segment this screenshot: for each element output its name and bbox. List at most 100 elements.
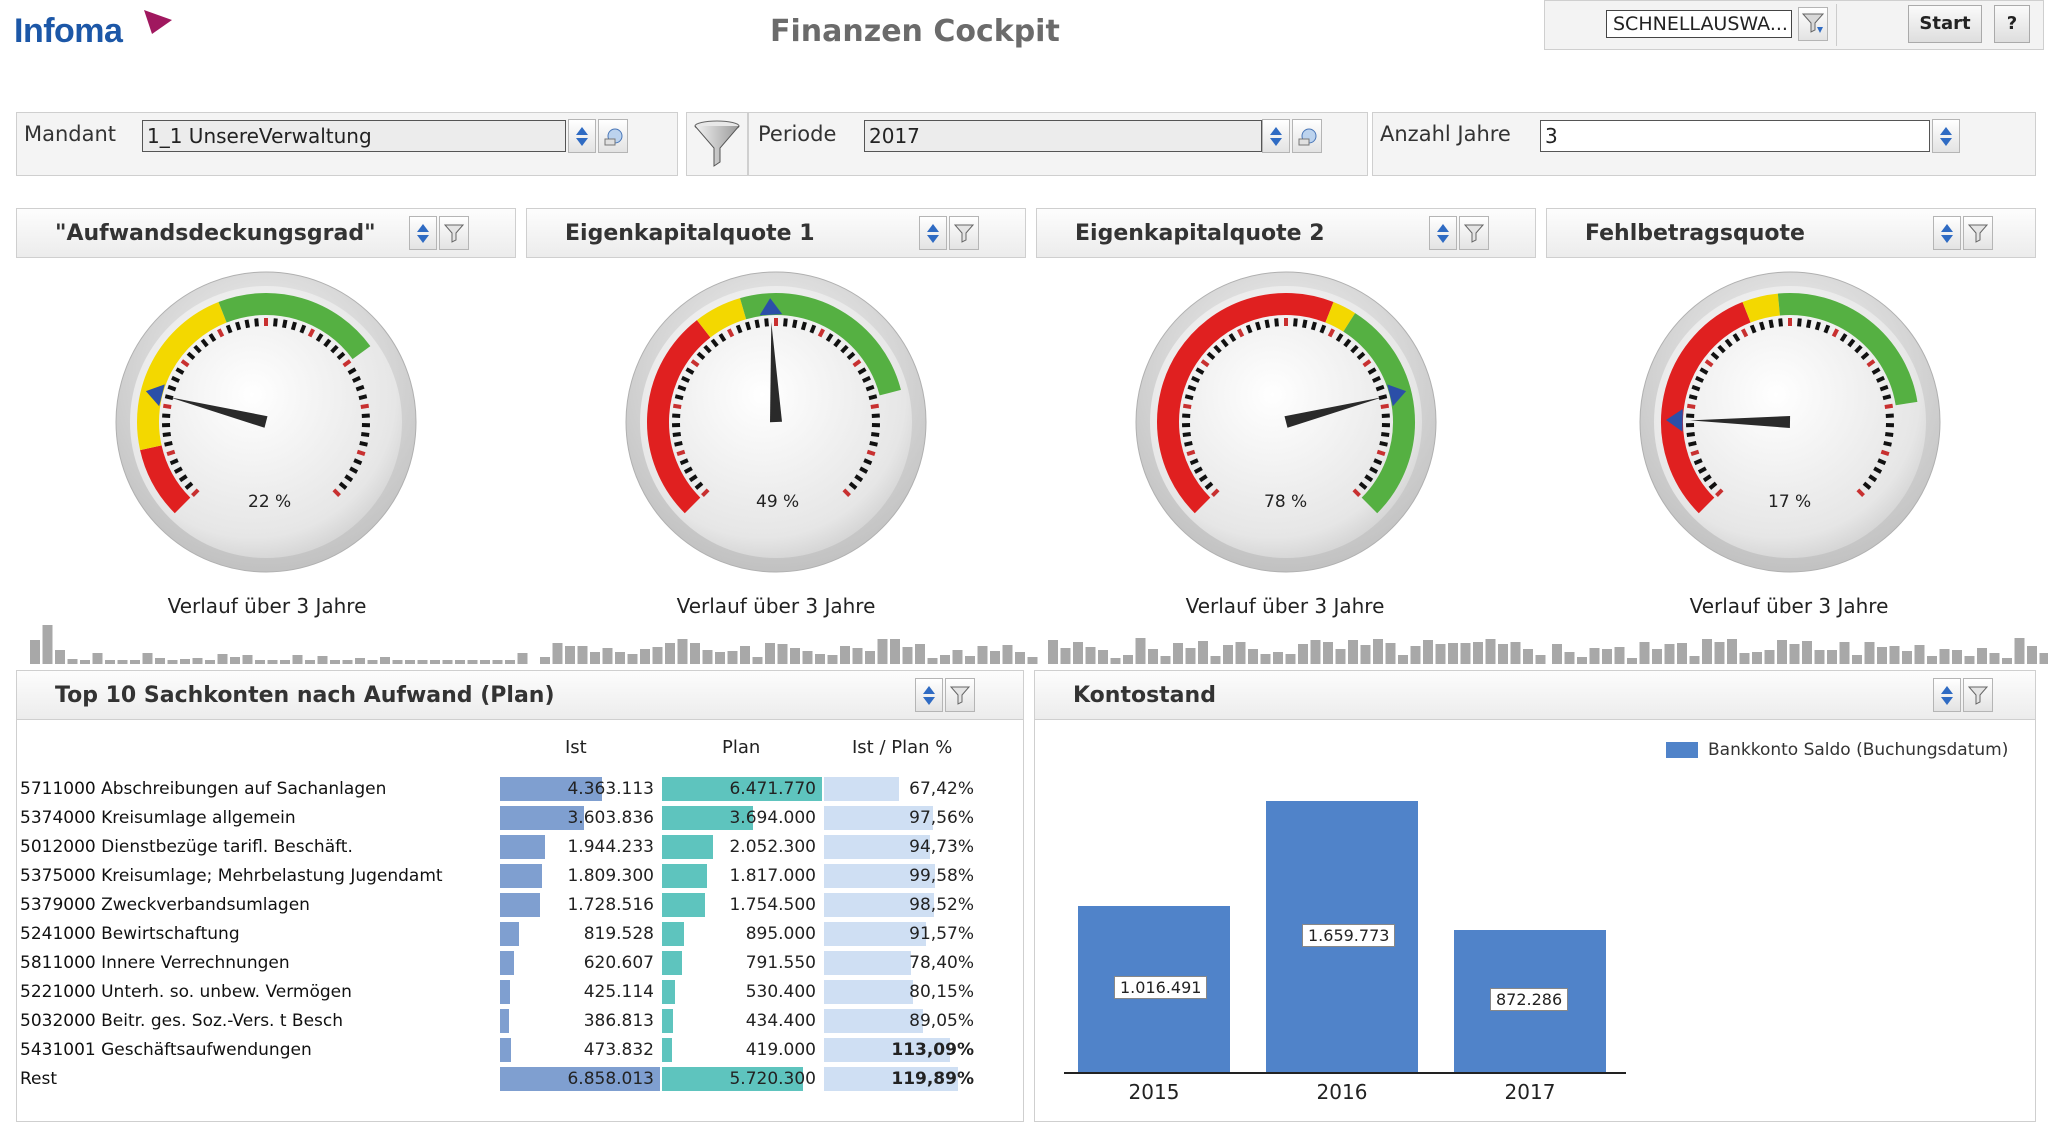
gauge-tick [1708, 481, 1718, 490]
gauge-tick [1255, 321, 1262, 331]
sparkline-bar [1498, 644, 1508, 664]
top10-filter-button[interactable] [945, 678, 975, 712]
gauge-value: 78 % [1264, 492, 1308, 512]
gauge-tick [336, 351, 346, 361]
kontostand-header: Kontostand [1034, 670, 2036, 720]
sparkline-bar [1964, 656, 1975, 664]
sparkline-bar [180, 659, 190, 664]
gauge-spinner[interactable] [919, 216, 947, 250]
periode-spinner[interactable] [1262, 119, 1290, 153]
sparkline-bar [1085, 647, 1096, 664]
sparkline-bar [405, 660, 415, 664]
gauge-tick [167, 384, 177, 392]
gauge-tick [290, 321, 297, 331]
sparkline-bar [1627, 658, 1637, 664]
sparkline-bar [615, 652, 625, 664]
sparkline-bar [1015, 652, 1025, 664]
ratio-value: 97,56% [909, 808, 974, 828]
sparkline-bar [1285, 654, 1296, 664]
mandant-input[interactable]: 1_1 UnsereVerwaltung [142, 120, 566, 152]
ist-value: 386.813 [583, 1011, 654, 1031]
sparkline-bar [1927, 656, 1937, 664]
gauge-needle [169, 397, 268, 428]
gauge-tick [1200, 359, 1210, 368]
gauge-marker [1387, 384, 1407, 407]
sparkline-bar [1589, 648, 1600, 664]
kontostand-title: Kontostand [1073, 683, 1216, 708]
periode-input[interactable]: 2017 [864, 120, 1262, 152]
gauge-spinner[interactable] [1933, 216, 1961, 250]
funnel-icon [949, 686, 971, 705]
sparkline-bar [1473, 642, 1483, 664]
mandant-spinner[interactable] [568, 119, 596, 153]
sparkline-bar [1523, 649, 1533, 664]
ratio-bar [824, 806, 933, 830]
ist-value: 473.832 [583, 1040, 654, 1060]
sparkline-bar [205, 660, 215, 664]
sparkline-bar [355, 658, 365, 664]
gauge-zone [1661, 302, 1751, 514]
help-button[interactable]: ? [1994, 5, 2030, 43]
gauge-tick [870, 432, 880, 438]
gauge-tick [735, 324, 743, 334]
ratio-bar [824, 1067, 958, 1091]
gauge-filter-button[interactable] [1963, 216, 1993, 250]
gauge-tick [1749, 324, 1757, 334]
ratio-bar [824, 864, 935, 888]
jahre-spinner[interactable] [1932, 119, 1960, 153]
gauge-spinner[interactable] [1429, 216, 1457, 250]
periode-lookup-button[interactable] [1292, 119, 1322, 153]
gauge-filter-button[interactable] [439, 216, 469, 250]
quick-select-filter-button[interactable] [1798, 7, 1828, 41]
gauge-tick [676, 449, 686, 457]
plan-value: 3.694.000 [729, 808, 816, 828]
mandant-lookup-button[interactable] [598, 119, 628, 153]
jahre-input[interactable]: 3 [1540, 120, 1930, 152]
gauge-tick [854, 474, 864, 483]
sparkline-bar [1889, 646, 1900, 664]
gauge-tick [1884, 432, 1894, 438]
sparkline-bar [305, 660, 315, 664]
gauge-spinner[interactable] [409, 216, 437, 250]
sparkline-bar [1198, 641, 1208, 664]
plan-value: 895.000 [745, 924, 816, 944]
gauge-tick [869, 440, 878, 447]
gauge-tick [173, 466, 183, 474]
gauge-tick [273, 318, 278, 327]
kontostand-spinner[interactable] [1933, 678, 1961, 712]
kontostand-filter-button[interactable] [1963, 678, 1993, 712]
column-header-ist: Ist [565, 737, 587, 758]
gauge-tick [1702, 474, 1712, 483]
gauge-filter-button[interactable] [949, 216, 979, 250]
gauge-tick [1759, 321, 1766, 331]
gauge-tick [186, 351, 196, 361]
gauge-filter-button[interactable] [1459, 216, 1489, 250]
start-button[interactable]: Start [1908, 5, 1982, 43]
gauge-tick [1184, 440, 1193, 447]
gauge-tick [361, 413, 370, 418]
ist-bar [500, 893, 541, 917]
sparkline-bar [765, 643, 775, 664]
gauge-tick [1695, 375, 1704, 383]
quick-select-input[interactable]: SCHNELLAUSWA... [1606, 10, 1792, 38]
table-row-label: 5811000 Innere Verrechnungen [20, 953, 290, 973]
plan-bar [662, 835, 713, 859]
sparkline-bar [1689, 656, 1700, 664]
gauge-tick [1879, 384, 1889, 392]
ratio-bar [824, 835, 930, 859]
sparkline-bar [1552, 644, 1562, 664]
sparkline-bar [902, 647, 913, 664]
gauge-header-eigenkapitalquote-1: Eigenkapitalquote 1 [526, 208, 1026, 258]
top10-spinner[interactable] [915, 678, 943, 712]
gauge-zone [696, 298, 747, 338]
sparkline-bar [1248, 649, 1258, 664]
gauge-tick [701, 488, 710, 497]
infoma-logo: Infoma [14, 12, 123, 50]
gauge-tick [672, 432, 682, 438]
gauge-tick [1839, 333, 1848, 343]
sparkline-bar [1802, 641, 1812, 664]
funnel-icon[interactable] [692, 118, 742, 172]
sparkline-bar [1827, 650, 1837, 664]
sparkline-bar [1727, 639, 1737, 664]
gauge-tick [254, 318, 259, 327]
